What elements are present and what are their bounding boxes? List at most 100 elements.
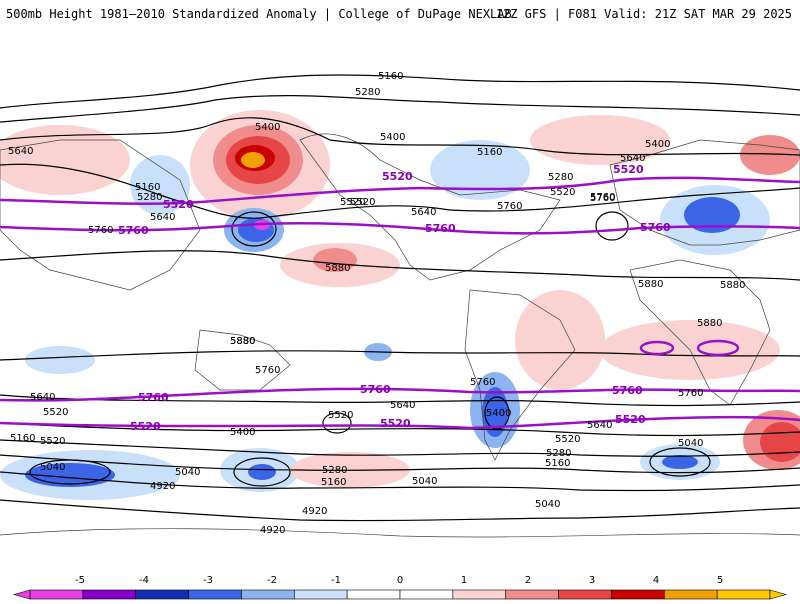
contour-5640-nh bbox=[0, 163, 800, 219]
antarctica-outline bbox=[0, 528, 800, 538]
colorbar-tick-label: -3 bbox=[203, 575, 213, 586]
contour-label-purple: 5520 bbox=[130, 420, 161, 433]
colorbar-tick-label: 3 bbox=[589, 575, 595, 586]
contour-5280-nh bbox=[0, 95, 800, 123]
contour-label: 5160 bbox=[321, 477, 346, 488]
contour-label: 5520 bbox=[555, 434, 580, 445]
contour-label: 5880 bbox=[230, 336, 255, 347]
contour-5880-nh bbox=[0, 250, 800, 281]
colorbar-bin bbox=[346, 589, 401, 600]
colorbar-tick-label: -4 bbox=[139, 575, 149, 586]
colorbar-svg: -5 -4 -3 -2 -1 0 1 2 3 4 5 bbox=[12, 575, 788, 600]
contour-5520-sh-purple bbox=[0, 415, 800, 430]
closed-low-contour bbox=[322, 412, 352, 434]
colorbar-bin bbox=[29, 589, 84, 600]
contour-label: 5280 bbox=[546, 448, 571, 459]
closed-5880-purple bbox=[639, 340, 675, 356]
contour-label: 5520 bbox=[350, 197, 375, 208]
contour-label: 5160 bbox=[135, 182, 160, 193]
contour-label: 5640 bbox=[411, 207, 436, 218]
contour-label: 5520 bbox=[340, 197, 365, 208]
colorbar-bin bbox=[399, 589, 454, 600]
contour-5040-sh bbox=[0, 471, 800, 492]
asia-outline bbox=[0, 139, 201, 291]
contour-label: 5760 bbox=[590, 193, 615, 204]
contour-label: 4920 bbox=[150, 481, 175, 492]
contour-label: 5640 bbox=[390, 400, 415, 411]
contour-label: 4920 bbox=[302, 506, 327, 517]
colorbar-tick-label: 0 bbox=[397, 575, 403, 586]
colorbar-ticks: -5 -4 -3 -2 -1 0 1 2 3 4 5 bbox=[75, 575, 723, 586]
highlight-contours bbox=[0, 176, 800, 430]
colorbar-tick-label: -1 bbox=[331, 575, 341, 586]
contour-label: 5280 bbox=[322, 465, 347, 476]
contour-label: 5880 bbox=[230, 336, 255, 347]
map-title: 500mb Height 1981–2010 Standardized Anom… bbox=[6, 7, 512, 21]
contour-label: 5640 bbox=[587, 420, 612, 431]
contour-label: 5160 bbox=[477, 147, 502, 158]
colorbar-tick-label: 1 bbox=[461, 575, 467, 586]
contour-label: 5520 bbox=[328, 410, 353, 421]
contour-5160-sh bbox=[0, 454, 800, 474]
contour-label: 4920 bbox=[260, 525, 285, 536]
contour-label: 5880 bbox=[325, 263, 350, 274]
colorbar-tick-label: -5 bbox=[75, 575, 85, 586]
australia-outline bbox=[194, 329, 291, 391]
contour-5160-nh bbox=[0, 74, 800, 109]
contour-label: 5640 bbox=[620, 153, 645, 164]
map-panel[interactable]: 5160 5280 5400 5640 5160 5280 5640 5760 … bbox=[0, 30, 800, 560]
contour-label: 5880 bbox=[697, 318, 722, 329]
contour-label: 5400 bbox=[255, 122, 280, 133]
colorbar-bins bbox=[12, 589, 788, 600]
anomaly-patch bbox=[25, 463, 115, 487]
contour-label: 5760 bbox=[590, 192, 615, 203]
contour-label: 5040 bbox=[535, 499, 560, 510]
closed-low-contour bbox=[595, 211, 629, 241]
contour-label: 5400 bbox=[230, 427, 255, 438]
closed-low-contour bbox=[649, 447, 711, 477]
colorbar-tick-label: 5 bbox=[717, 575, 723, 586]
contour-5880-sh bbox=[0, 350, 800, 361]
contour-label: 5160 bbox=[10, 433, 35, 444]
colorbar-bin bbox=[82, 589, 137, 600]
contour-label: 5760 bbox=[470, 377, 495, 388]
contour-label: 5520 bbox=[43, 407, 68, 418]
contour-label-purple: 5760 bbox=[360, 383, 391, 396]
colorbar-bin bbox=[188, 589, 242, 600]
contour-5400-sh bbox=[0, 422, 800, 437]
contour-4920-sh bbox=[0, 499, 800, 522]
contour-label: 5160 bbox=[378, 71, 403, 82]
contour-label: 5760 bbox=[255, 365, 280, 376]
contour-label-purple: 5760 bbox=[138, 391, 169, 404]
height-contours bbox=[0, 74, 800, 522]
colorbar-tick-label: -2 bbox=[267, 575, 277, 586]
colorbar-bin bbox=[558, 589, 612, 600]
contour-label: 5640 bbox=[30, 392, 55, 403]
contour-label: 5280 bbox=[355, 87, 380, 98]
colorbar-bin bbox=[505, 589, 559, 600]
colorbar-tick-label: 4 bbox=[653, 575, 659, 586]
colorbar-bin bbox=[241, 589, 295, 600]
anomaly-map[interactable]: 5160 5280 5400 5640 5160 5280 5640 5760 … bbox=[0, 30, 800, 560]
contour-label: 5400 bbox=[645, 139, 670, 150]
contour-labels-purple: 5520 5760 5760 5520 5760 5520 5760 5760 … bbox=[118, 163, 671, 433]
contour-5280-sh bbox=[0, 439, 800, 457]
contour-label: 5040 bbox=[678, 438, 703, 449]
north-america-outline bbox=[299, 133, 561, 281]
contour-label: 5280 bbox=[137, 192, 162, 203]
contour-label-purple: 5760 bbox=[612, 384, 643, 397]
anomaly-patch bbox=[25, 346, 95, 374]
anomaly-patch bbox=[313, 248, 357, 272]
anomaly-patch bbox=[0, 125, 130, 195]
colorbar-tick-label: 2 bbox=[525, 575, 531, 586]
contour-5760-sh-purple bbox=[0, 387, 800, 402]
contour-label: 5880 bbox=[638, 279, 663, 290]
colorbar: -5 -4 -3 -2 -1 0 1 2 3 4 5 bbox=[0, 566, 800, 600]
colorbar-right-arrow bbox=[769, 589, 788, 600]
colorbar-left-arrow bbox=[12, 589, 31, 600]
coastlines bbox=[0, 133, 800, 538]
closed-low-contour bbox=[233, 457, 291, 487]
contour-label: 5040 bbox=[175, 467, 200, 478]
contour-label: 5040 bbox=[40, 462, 65, 473]
closed-5880-purple bbox=[696, 339, 740, 357]
